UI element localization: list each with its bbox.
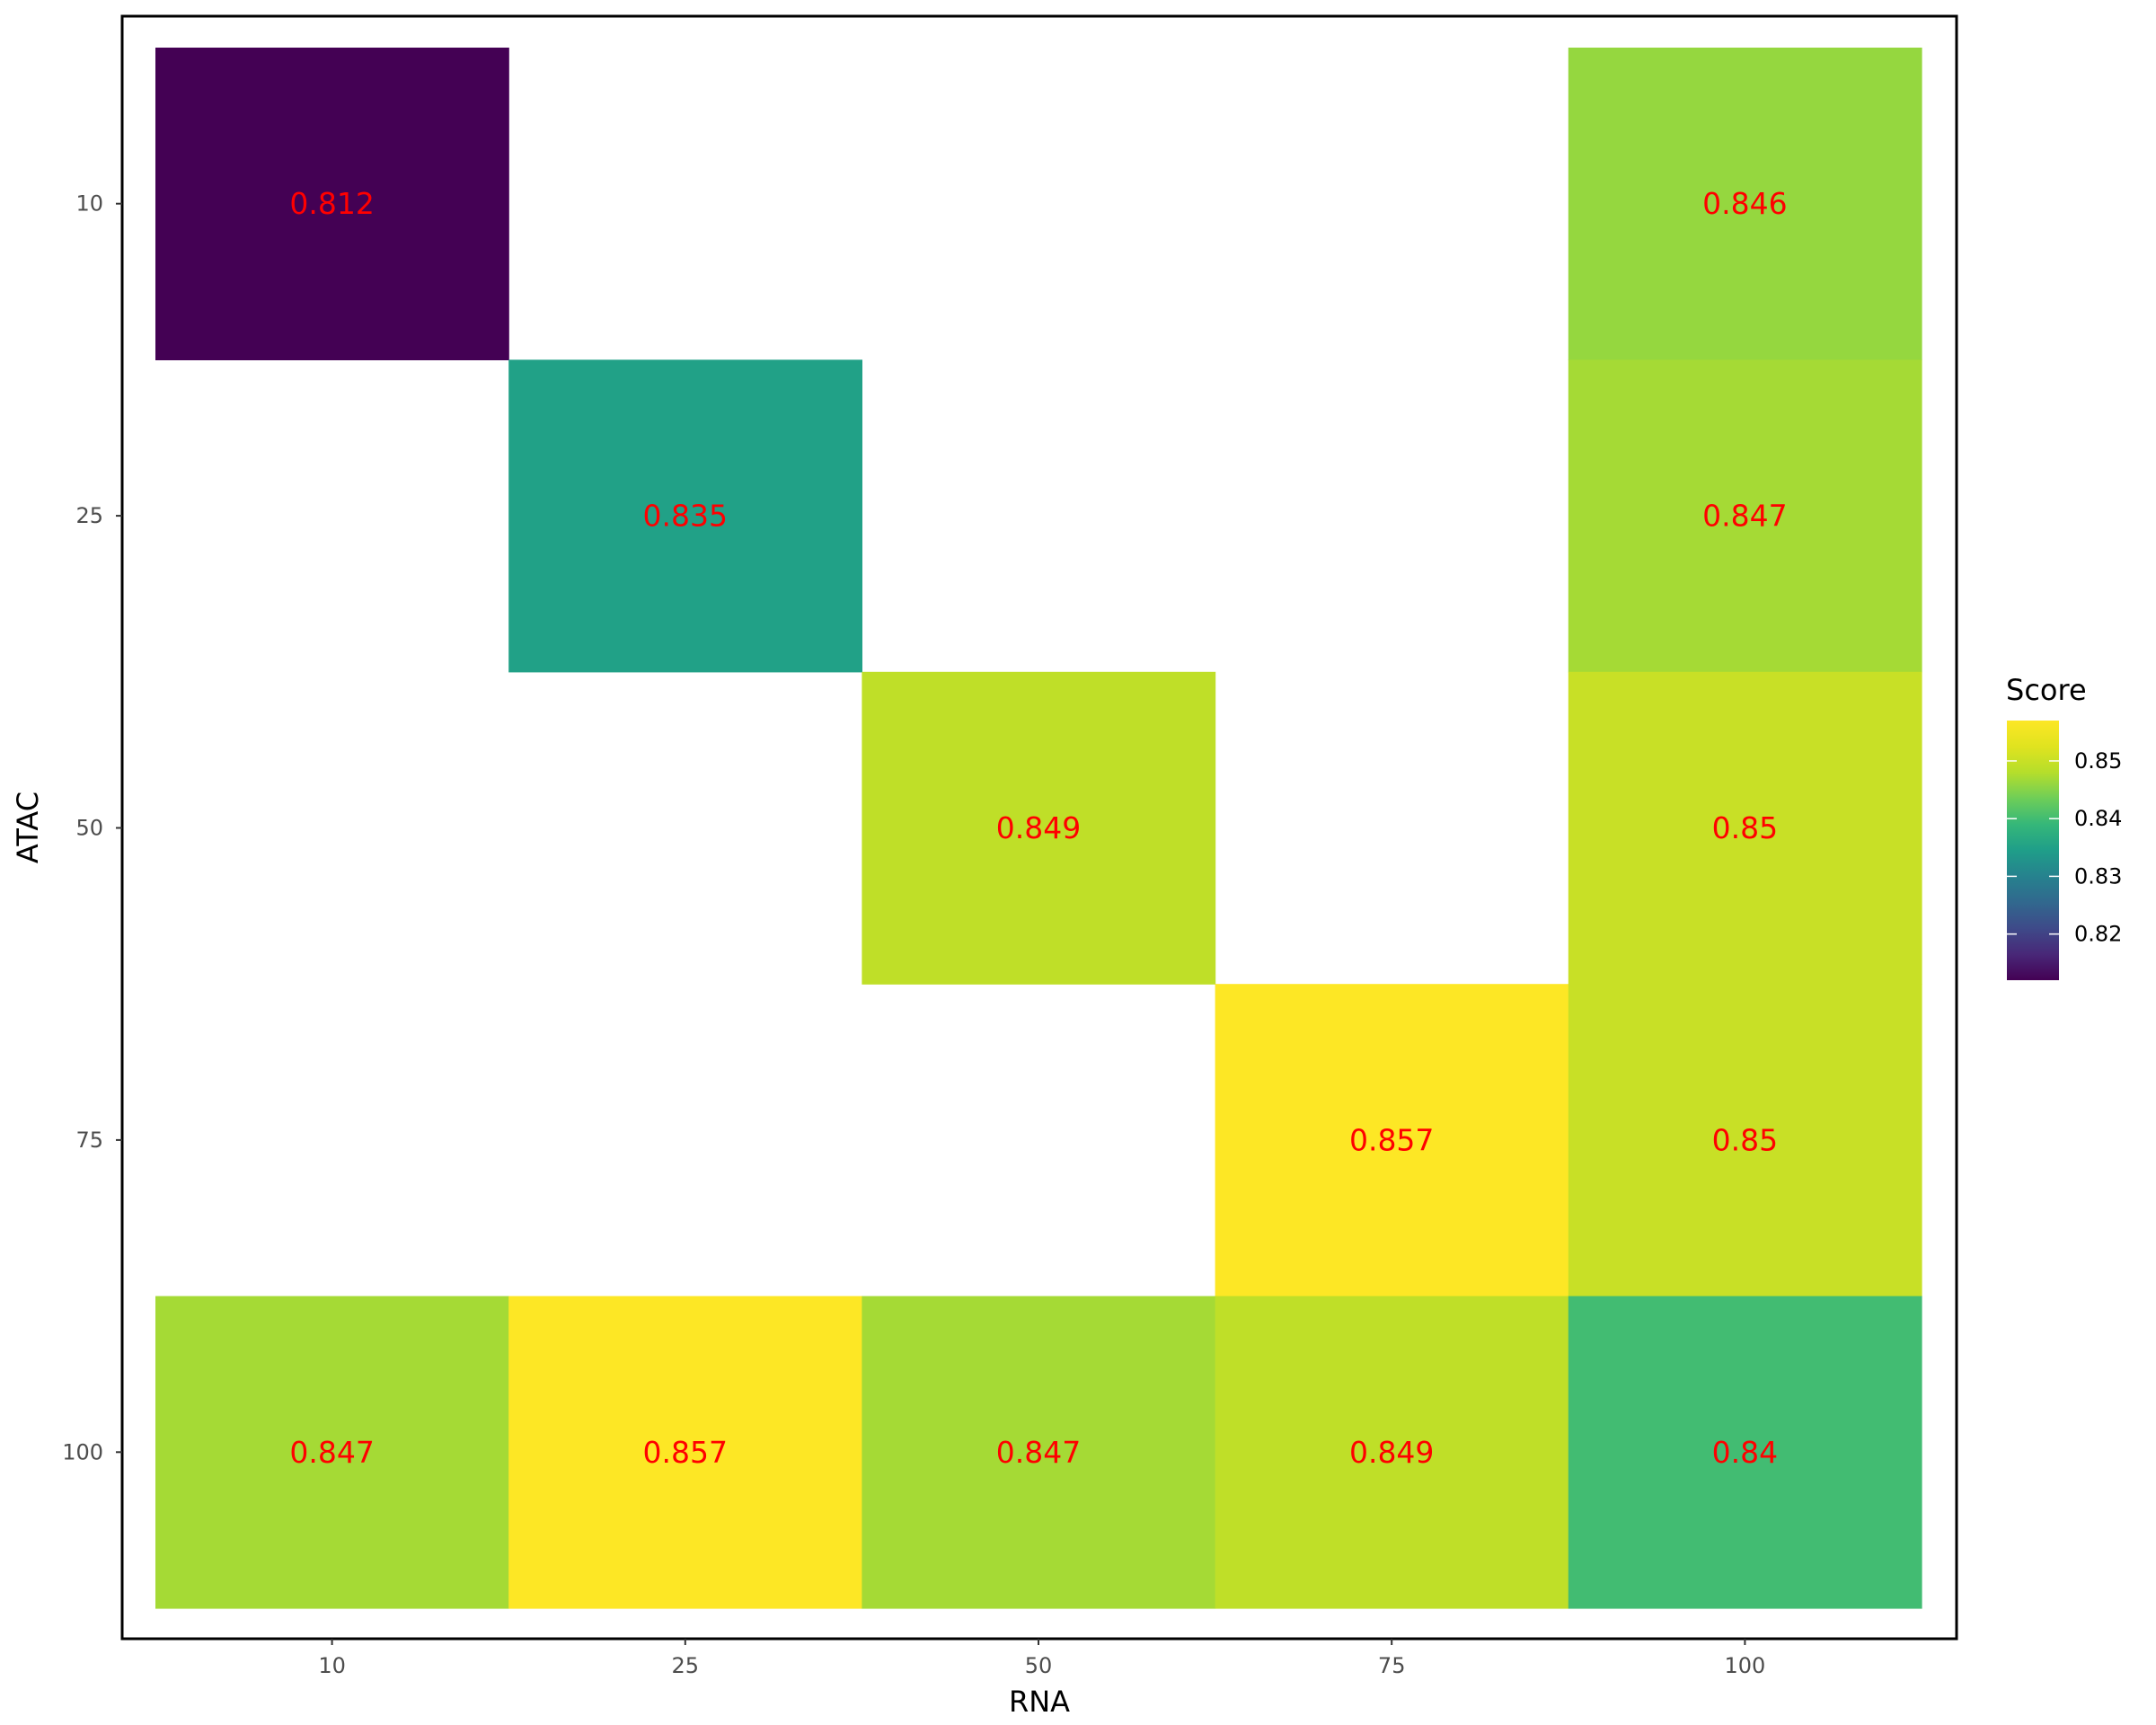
heatmap-cell bbox=[1568, 359, 1922, 673]
heatmap-cell bbox=[1568, 671, 1922, 985]
legend-ticks: 0.82 0.83 0.84 0.85 bbox=[2007, 748, 2122, 947]
x-tick-label: 75 bbox=[1378, 1653, 1406, 1678]
cell-value-label: 0.846 bbox=[1702, 186, 1787, 221]
legend-colorbar bbox=[2007, 721, 2059, 980]
heatmap-cell bbox=[508, 1296, 862, 1609]
heatmap-cells bbox=[155, 48, 1922, 1609]
color-legend: Score 0.82 0.83 0.84 0.85 bbox=[2006, 673, 2122, 980]
x-tick-label: 10 bbox=[318, 1653, 346, 1678]
cell-value-label: 0.847 bbox=[1702, 499, 1787, 534]
heatmap-cell bbox=[1215, 1296, 1569, 1609]
heatmap-cell bbox=[862, 1296, 1216, 1609]
heatmap-cell bbox=[1568, 984, 1922, 1297]
cell-value-label: 0.857 bbox=[1349, 1122, 1434, 1157]
legend-tick-label: 0.85 bbox=[2074, 748, 2122, 774]
cell-value-label: 0.835 bbox=[643, 499, 728, 534]
cell-value-label: 0.849 bbox=[996, 810, 1081, 845]
x-tick-label: 50 bbox=[1025, 1653, 1053, 1678]
cell-value-labels: 0.812 0.846 0.835 0.847 0.849 0.85 0.857 0.85 0.… bbox=[289, 186, 1787, 1470]
x-axis-title: RNA bbox=[1009, 1685, 1070, 1719]
heatmap-cell bbox=[155, 48, 509, 360]
x-tick-label: 100 bbox=[1724, 1653, 1765, 1678]
legend-tick-label: 0.84 bbox=[2074, 806, 2122, 831]
heatmap-cell bbox=[1568, 48, 1922, 360]
cell-value-label: 0.84 bbox=[1712, 1435, 1778, 1470]
heatmap-cell bbox=[508, 359, 862, 673]
y-tick-label: 75 bbox=[75, 1128, 103, 1153]
cell-value-label: 0.85 bbox=[1712, 1122, 1778, 1157]
heatmap-cell bbox=[1215, 984, 1569, 1297]
y-tick-label: 25 bbox=[75, 503, 103, 528]
heatmap-cell bbox=[1568, 1296, 1922, 1609]
cell-value-label: 0.85 bbox=[1712, 810, 1778, 845]
y-tick-label: 50 bbox=[75, 816, 103, 841]
y-tick-label: 100 bbox=[62, 1439, 103, 1464]
y-tick-label: 10 bbox=[75, 191, 103, 217]
x-axis-ticks: 10 25 50 75 100 bbox=[318, 1639, 1765, 1678]
cell-value-label: 0.849 bbox=[1349, 1435, 1434, 1470]
cell-value-label: 0.812 bbox=[289, 186, 374, 221]
y-axis-ticks: 10 25 50 75 100 bbox=[62, 191, 122, 1464]
x-tick-label: 25 bbox=[672, 1653, 700, 1678]
heatmap-cell bbox=[155, 1296, 509, 1609]
legend-tick-label: 0.82 bbox=[2074, 922, 2122, 947]
heatmap-cell bbox=[862, 671, 1216, 985]
y-axis-title: ATAC bbox=[11, 792, 45, 863]
legend-title: Score bbox=[2006, 673, 2087, 707]
cell-value-label: 0.847 bbox=[289, 1435, 374, 1470]
cell-value-label: 0.857 bbox=[643, 1435, 728, 1470]
cell-value-label: 0.847 bbox=[996, 1435, 1081, 1470]
legend-tick-label: 0.83 bbox=[2074, 863, 2122, 889]
